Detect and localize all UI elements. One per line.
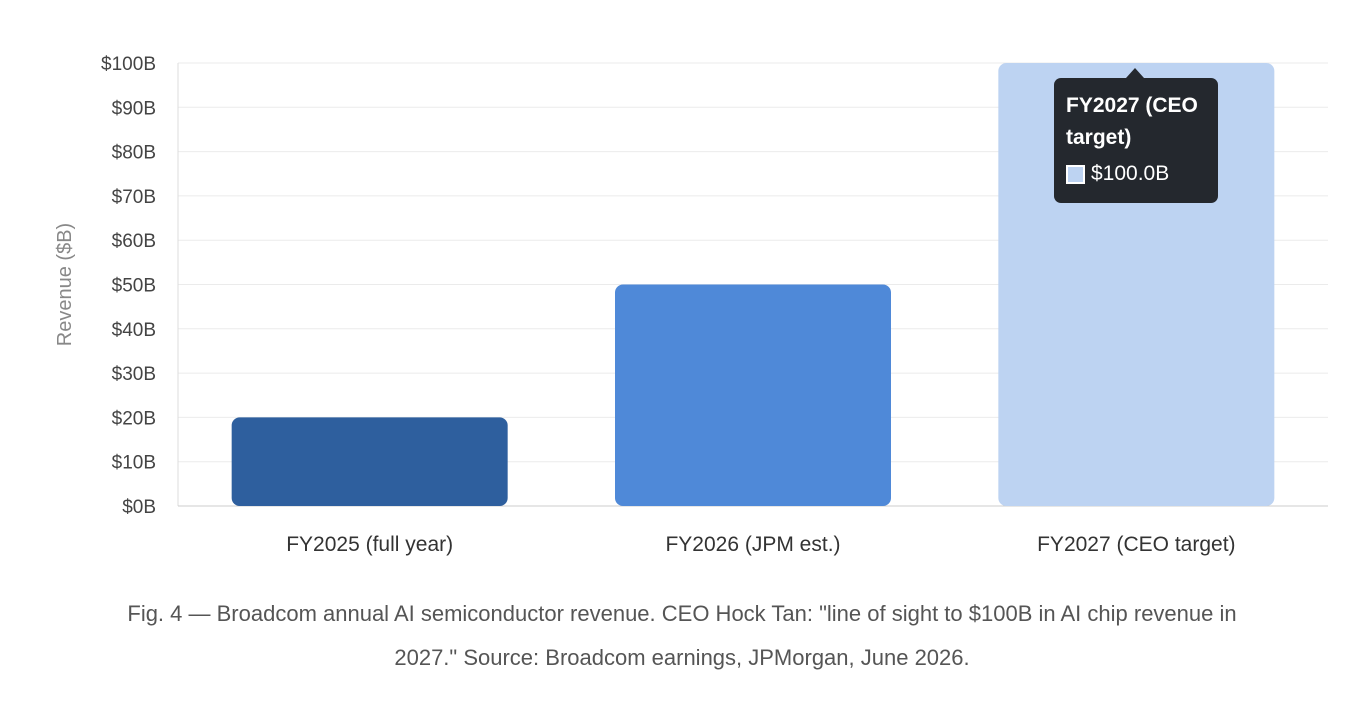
tooltip-color-swatch — [1066, 164, 1085, 184]
y-tick-label: $100B — [101, 54, 156, 75]
tooltip-value-row: $100.0B — [1066, 160, 1206, 188]
x-category-labels: FY2025 (full year) FY2026 (JPM est.) FY202… — [286, 533, 1235, 556]
y-tick-label: $30B — [112, 364, 156, 385]
bar[interactable] — [231, 417, 508, 506]
y-tick-label: $50B — [112, 276, 156, 297]
figure-caption: Fig. 4 — Broadcom annual AI semiconducto… — [60, 592, 1304, 680]
x-category-label: FY2025 (full year) — [286, 533, 453, 556]
y-axis-title: Revenue ($B) — [54, 223, 76, 346]
x-category-label: FY2027 (CEO target) — [1037, 533, 1235, 556]
y-tick-label: $0B — [122, 497, 156, 518]
tooltip-arrow — [1126, 68, 1144, 78]
y-tick-labels: $0B $10B $20B $30B $40B $50B $60B $70B $80B $90B $… — [101, 54, 156, 518]
y-tick-label: $80B — [112, 143, 156, 164]
caption-line-1: Fig. 4 — Broadcom annual AI semiconducto… — [127, 601, 1237, 626]
bar-tooltip: FY2027 (CEO target) $100.0B — [1054, 68, 1218, 203]
y-tick-label: $40B — [112, 320, 156, 341]
y-tick-label: $20B — [112, 408, 156, 429]
y-tick-label: $90B — [112, 98, 156, 119]
tooltip-value: $100.0B — [1091, 162, 1170, 185]
caption-line-2: 2027." Source: Broadcom earnings, JPMorg… — [394, 645, 970, 670]
y-tick-label: $10B — [112, 453, 156, 474]
y-tick-label: $60B — [112, 231, 156, 252]
tooltip-title: FY2027 (CEO target) — [1066, 94, 1198, 149]
x-category-label: FY2026 (JPM est.) — [665, 533, 840, 556]
bar[interactable] — [615, 284, 891, 507]
y-tick-label: $70B — [112, 187, 156, 208]
